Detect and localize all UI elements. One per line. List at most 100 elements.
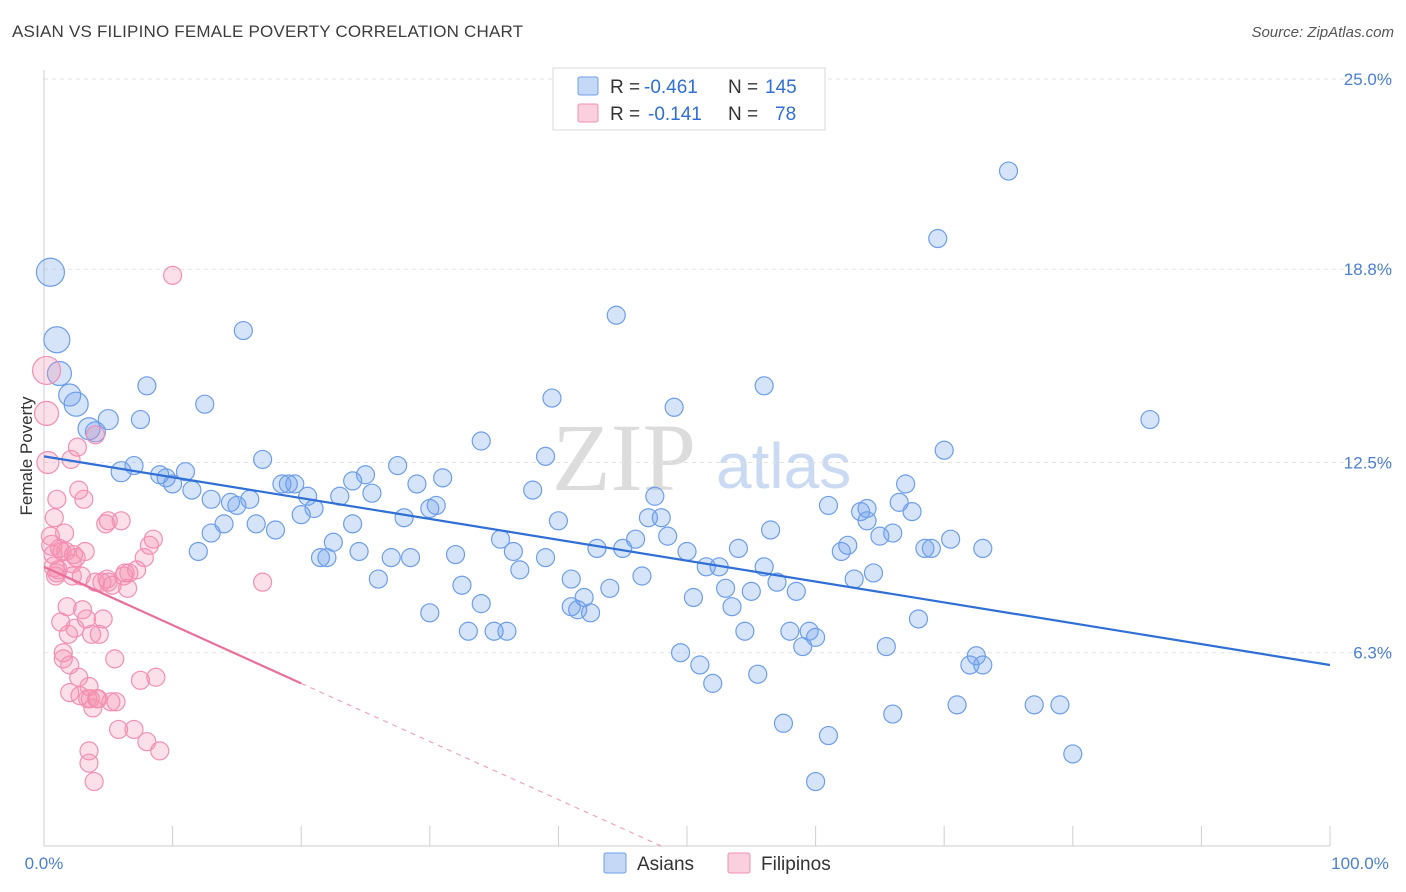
asians-point-2 xyxy=(46,360,73,387)
asians-point-44 xyxy=(368,569,388,589)
filipinos-point-2 xyxy=(36,450,60,475)
asians-point-87 xyxy=(683,587,704,608)
legend-filipinos-swatch xyxy=(577,103,599,123)
x-axis-ticks xyxy=(172,826,1331,846)
asians-point-28 xyxy=(265,520,286,540)
filipinos-point-16 xyxy=(56,541,76,562)
asians-point-64 xyxy=(523,480,543,500)
asians-point-85 xyxy=(670,643,691,663)
asians-point-137 xyxy=(1024,695,1044,715)
filipinos-point-41 xyxy=(85,425,106,445)
asians-point-124 xyxy=(902,501,922,522)
asians-point-121 xyxy=(883,523,903,543)
legend-bottom: Asians Filipinos xyxy=(603,852,831,875)
asians-point-76 xyxy=(606,305,626,325)
asians-point-113 xyxy=(844,569,864,589)
legend-filipinos-r-label: R = xyxy=(610,104,640,125)
asians-point-10 xyxy=(130,409,151,430)
filipinos-point-31 xyxy=(74,489,94,509)
asians-point-103 xyxy=(780,621,800,641)
asians-point-43 xyxy=(362,483,382,503)
filipinos-point-63 xyxy=(130,670,151,690)
filipinos-point-17 xyxy=(57,597,77,617)
asians-point-62 xyxy=(503,541,523,562)
asians-point-58 xyxy=(471,594,491,614)
y-axis-label: Female Poverty xyxy=(17,396,36,516)
filipinos-point-62 xyxy=(126,560,147,580)
filipinos-point-70 xyxy=(253,572,273,592)
asians-point-107 xyxy=(805,627,826,647)
asians-point-20 xyxy=(201,489,221,509)
asians-point-65 xyxy=(535,446,556,466)
filipinos-point-44 xyxy=(89,624,109,644)
asians-point-0 xyxy=(35,257,66,287)
asians-point-40 xyxy=(343,514,363,534)
asians-point-21 xyxy=(214,514,234,534)
x-tick-label-100: 100.0% xyxy=(1331,854,1389,873)
asians-point-51 xyxy=(420,603,440,623)
asians-point-74 xyxy=(587,538,607,559)
filipinos-point-51 xyxy=(101,692,121,712)
asians-point-30 xyxy=(278,474,298,494)
asians-point-82 xyxy=(651,508,671,528)
filipinos-point-72 xyxy=(87,689,107,709)
filipinos-point-15 xyxy=(54,523,75,543)
asians-point-128 xyxy=(928,228,948,249)
asians-point-108 xyxy=(805,771,826,792)
asians-point-102 xyxy=(773,713,794,733)
asians-point-61 xyxy=(497,621,517,641)
filipinos-point-54 xyxy=(106,692,126,712)
gridlines xyxy=(44,78,1392,654)
asians-point-90 xyxy=(703,673,723,693)
asians-trend-line xyxy=(43,455,1331,667)
asians-point-97 xyxy=(748,664,768,684)
asians-point-125 xyxy=(908,609,929,629)
legend-asians-swatch xyxy=(577,76,599,96)
asians-point-129 xyxy=(934,440,954,460)
asians-point-48 xyxy=(400,548,421,568)
asians-point-41 xyxy=(349,541,369,562)
asians-point-35 xyxy=(310,548,331,568)
asians-point-86 xyxy=(677,541,697,562)
asians-point-101 xyxy=(767,572,787,592)
asians-point-99 xyxy=(754,557,774,577)
asians-point-130 xyxy=(941,529,961,549)
filipinos-point-23 xyxy=(63,544,84,565)
filipinos-point-26 xyxy=(67,437,88,457)
asians-point-31 xyxy=(285,474,305,494)
asians-point-131 xyxy=(947,695,967,715)
watermark-atlas: atlas xyxy=(716,430,851,502)
chart-title: ASIAN VS FILIPINO FEMALE POVERTY CORRELA… xyxy=(12,22,524,41)
asians-point-1 xyxy=(43,326,71,354)
filipinos-point-56 xyxy=(111,511,131,531)
source-label: Source: ZipAtlas.com xyxy=(1251,24,1394,41)
asians-point-138 xyxy=(1050,695,1070,715)
asians-point-104 xyxy=(786,581,806,601)
asians-point-73 xyxy=(580,603,601,623)
filipinos-point-38 xyxy=(81,624,102,644)
asians-point-100 xyxy=(760,520,781,540)
filipinos-point-1 xyxy=(33,400,60,427)
asians-point-15 xyxy=(175,462,196,482)
asians-point-96 xyxy=(741,581,761,601)
watermark-zip: ZIP xyxy=(552,404,696,511)
filipinos-point-76 xyxy=(69,667,89,687)
asians-point-79 xyxy=(632,566,652,586)
asians-point-56 xyxy=(458,621,478,641)
filipinos-point-64 xyxy=(134,548,154,568)
asians-point-81 xyxy=(645,486,665,506)
filipinos-point-27 xyxy=(69,480,89,500)
filipinos-point-60 xyxy=(119,563,139,583)
asians-point-55 xyxy=(452,575,472,595)
asians-point-94 xyxy=(728,538,749,559)
filipinos-point-0 xyxy=(31,355,62,386)
trend-lines xyxy=(43,455,1331,847)
legend-asians-n-label: N = xyxy=(728,77,758,98)
asians-point-136 xyxy=(998,161,1019,181)
asians-point-18 xyxy=(195,394,215,414)
filipinos-point-77 xyxy=(146,667,166,687)
asians-point-46 xyxy=(388,455,408,476)
y-tick-label-3: 25.0% xyxy=(1344,70,1392,89)
asians-point-126 xyxy=(915,538,935,559)
asians-point-92 xyxy=(715,578,736,598)
